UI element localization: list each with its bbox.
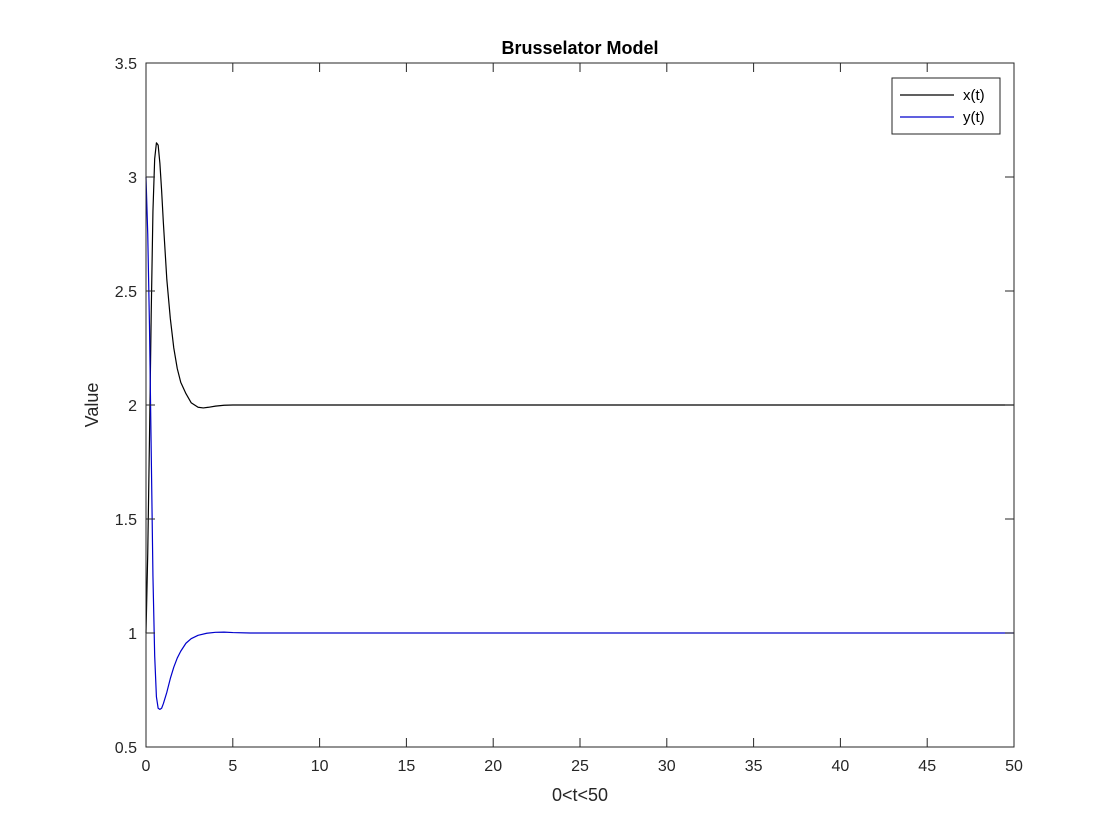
series-line-1 [145,142,1014,634]
y-tick-label: 3.5 [115,56,137,73]
legend-label-1: x(t) [963,87,985,104]
y-tick-label: 2 [128,398,137,415]
series-line-2 [145,176,1014,710]
legend-box [891,77,1001,135]
y-tick-label: 1 [128,626,137,643]
y-tick-label: 3 [128,170,137,187]
x-tick-label: 10 [311,758,329,775]
legend-label-2: y(t) [963,109,985,126]
legend: x(t) y(t) [891,77,1001,135]
x-tick-label: 40 [832,758,850,775]
x-tick-label: 0 [142,758,151,775]
ticks-layer: 0 5 10 15 20 25 30 35 40 45 50 0.5 1 1.5 2 2.5 3 3.5 [115,56,1023,775]
x-tick-label: 20 [484,758,502,775]
y-tick-label: 1.5 [115,512,137,529]
x-tick-label: 30 [658,758,676,775]
x-tick-label: 25 [571,758,589,775]
chart-title: Brusselator Model [501,38,658,58]
x-tick-label: 15 [398,758,416,775]
x-tick-label: 45 [918,758,936,775]
y-tick-label: 2.5 [115,284,137,301]
y-axis-label: Value [82,383,102,428]
y-tick-label: 0.5 [115,740,137,757]
x-axis-label: 0<t<50 [552,785,608,805]
x-tick-label: 5 [228,758,237,775]
series-layer [145,142,1014,710]
x-tick-label: 35 [745,758,763,775]
x-tick-label: 50 [1005,758,1023,775]
